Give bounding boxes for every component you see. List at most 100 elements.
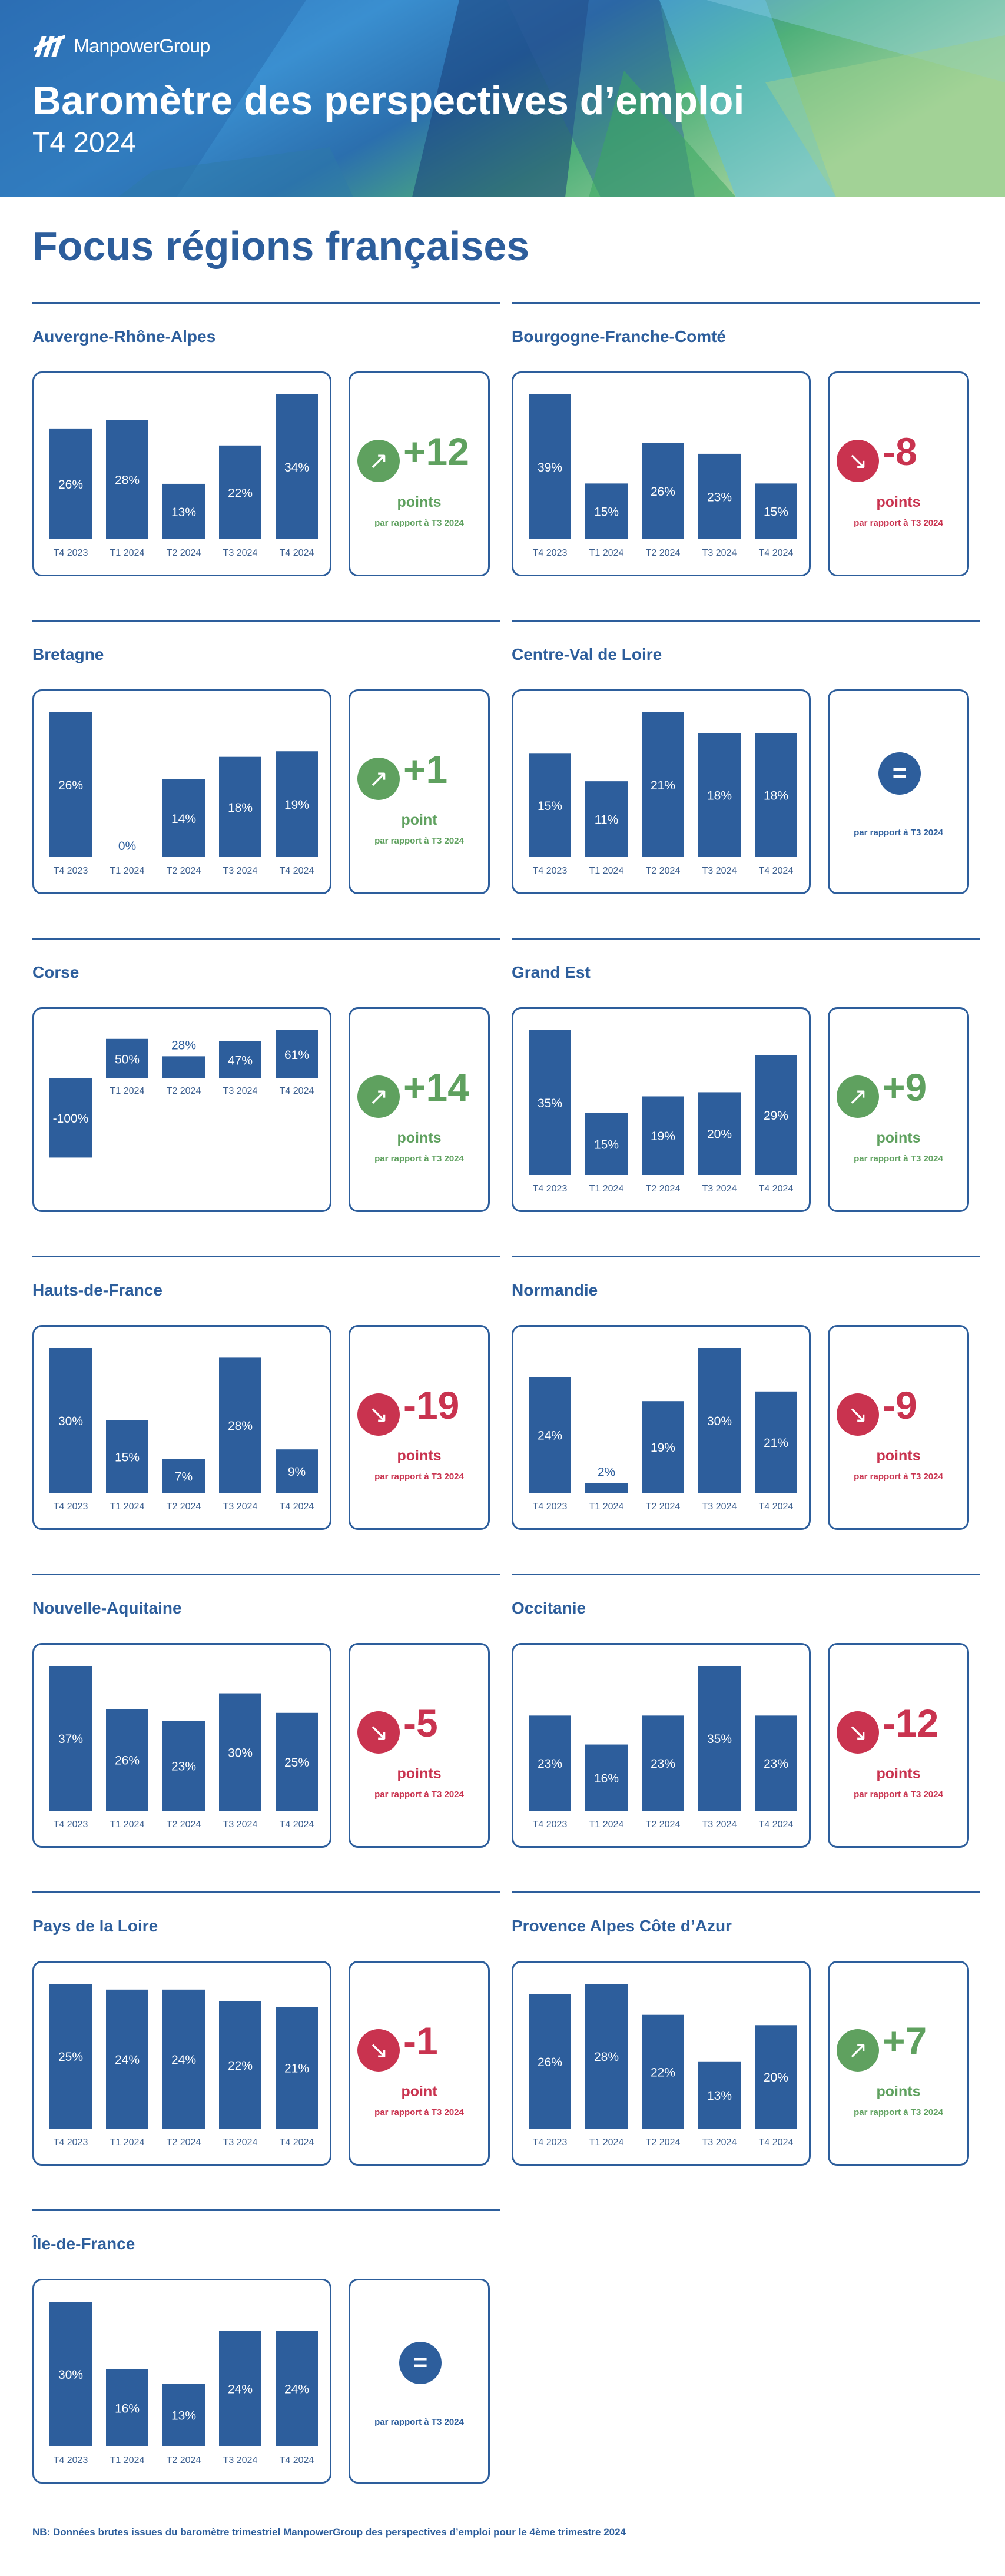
variation-reference: par rapport à T3 2024: [854, 828, 943, 838]
region-section-centre-val-de-loire: Centre-Val de Loire 15% T4 2023 11% T1 2024 2…: [512, 620, 980, 897]
bar-value-label: 30%: [58, 2368, 83, 2382]
bar-value-label: 50%: [115, 1053, 140, 1066]
bar-t3-2024: [698, 733, 741, 857]
bar-value-label: 61%: [284, 1048, 309, 1062]
category-label: T3 2024: [223, 866, 258, 876]
bar-value-label: 20%: [707, 1128, 732, 1141]
category-label: T4 2023: [533, 548, 568, 558]
bar-t1-2024: [106, 1420, 148, 1493]
header-background: [0, 0, 1005, 197]
category-label: T2 2024: [167, 2455, 201, 2465]
region-section-normandie: Normandie 24% T4 2023 2% T1 2024 19% T2 2024 30…: [512, 1256, 980, 1532]
section-divider: [512, 938, 980, 940]
category-label: T3 2024: [223, 1502, 258, 1512]
variation-reference: par rapport à T3 2024: [374, 1472, 464, 1482]
category-label: T3 2024: [223, 1086, 258, 1096]
bar-value-label: 24%: [171, 2053, 196, 2067]
bar-t4-2024: [276, 1712, 318, 1811]
bar-chart: 15% T4 2023 11% T1 2024 21% T2 2024 18% T3 2024…: [529, 712, 797, 876]
category-label: T1 2024: [589, 2137, 624, 2147]
bar-value-label: 15%: [594, 1138, 619, 1151]
category-label: T4 2023: [54, 1502, 88, 1512]
variation-value: -9: [883, 1383, 917, 1427]
bar-value-label: 35%: [707, 1732, 732, 1746]
section-divider: [32, 938, 500, 940]
variation-value: +7: [883, 2019, 927, 2063]
bar-t3-2024: [219, 2001, 261, 2129]
section-divider: [512, 1574, 980, 1575]
category-label: T4 2024: [759, 2137, 794, 2147]
bar-value-label: 39%: [538, 461, 562, 474]
bar-value-label: 15%: [115, 1451, 140, 1465]
bar-chart: 37% T4 2023 26% T1 2024 23% T2 2024 30% T3 2024…: [49, 1666, 318, 1830]
category-label: T1 2024: [589, 1502, 624, 1512]
variation-card: ↘ -8 points par rapport à T3 2024: [828, 371, 969, 576]
category-label: T4 2023: [533, 1184, 568, 1194]
region-name: Corse: [32, 963, 79, 981]
variation-reference: par rapport à T3 2024: [374, 2107, 464, 2117]
variation-card: ↘ -5 points par rapport à T3 2024: [349, 1643, 490, 1848]
category-label: T4 2023: [54, 2455, 88, 2465]
category-label: T4 2024: [280, 548, 314, 558]
bar-chart-card: 24% T4 2023 2% T1 2024 19% T2 2024 30% T3 2024 2…: [512, 1325, 811, 1530]
variation-card: ↗ +12 points par rapport à T3 2024: [349, 371, 490, 576]
bar-t4-2023: [49, 1348, 92, 1493]
region-name: Grand Est: [512, 963, 591, 981]
header-title: Baromètre des perspectives d’emploi: [32, 78, 745, 123]
bar-t1-2024: [106, 420, 148, 539]
bar-t2-2024: [642, 443, 684, 539]
category-label: T3 2024: [223, 548, 258, 558]
variation-reference: par rapport à T3 2024: [374, 1154, 464, 1164]
bar-t3-2024: [698, 1348, 741, 1493]
variation-unit: points: [397, 1130, 442, 1146]
bar-t3-2024: [219, 1357, 261, 1493]
page-title: Focus régions françaises: [32, 223, 530, 269]
bar-t2-2024: [642, 712, 684, 857]
variation-reference: par rapport à T3 2024: [854, 518, 943, 528]
bar-t4-2024: [755, 483, 797, 539]
category-label: T4 2023: [533, 866, 568, 876]
region-section-occitanie: Occitanie 23% T4 2023 16% T1 2024 23% T2 2024 3…: [512, 1574, 980, 1850]
bar-value-label: 24%: [115, 2053, 140, 2067]
category-label: T1 2024: [110, 866, 145, 876]
bar-t4-2024: [755, 733, 797, 857]
arrow-down-right-icon: ↘: [357, 1711, 400, 1754]
variation-unit: points: [876, 2083, 921, 2100]
arrow-down-right-icon: ↘: [357, 2029, 400, 2072]
bar-t1-2024: [106, 1038, 148, 1078]
bar-t3-2024: [698, 1092, 741, 1175]
bar-chart: 26% T4 2023 28% T1 2024 13% T2 2024 22% T3 2024…: [49, 394, 318, 558]
bar-t1-2024: [585, 483, 628, 539]
bar-value-label: 9%: [288, 1465, 306, 1479]
bar-value-label: 28%: [115, 474, 140, 487]
bar-value-label: 19%: [651, 1130, 675, 1143]
bar-chart-card: 23% T4 2023 16% T1 2024 23% T2 2024 35% T3 2024…: [512, 1643, 811, 1848]
section-divider: [32, 302, 500, 304]
bar-value-label: 28%: [228, 1419, 253, 1433]
variation-reference: par rapport à T3 2024: [854, 1472, 943, 1482]
header-subtitle: T4 2024: [32, 127, 137, 158]
bar-value-label: 26%: [538, 2056, 562, 2069]
section-divider: [512, 1891, 980, 1893]
variation-reference: par rapport à T3 2024: [854, 1154, 943, 1164]
bar-t3-2024: [219, 2331, 261, 2446]
variation-unit: points: [876, 494, 921, 510]
arrow-down-right-icon: ↘: [357, 1393, 400, 1436]
region-section-grand-est: Grand Est 35% T4 2023 15% T1 2024 19% T2 2024 2…: [512, 938, 980, 1214]
variation-card: ↗ +7 points par rapport à T3 2024: [828, 1961, 969, 2166]
category-label: T3 2024: [223, 1820, 258, 1830]
region-name: Bourgogne-Franche-Comté: [512, 327, 726, 346]
section-divider: [32, 1256, 500, 1257]
category-label: T2 2024: [167, 1086, 201, 1096]
bar-t4-2023: [49, 2302, 92, 2446]
bar-value-label: 15%: [764, 506, 788, 519]
variation-card: ↗ +1 point par rapport à T3 2024: [349, 689, 490, 894]
bar-value-label: 47%: [228, 1054, 253, 1067]
bar-value-label: 24%: [284, 2383, 309, 2396]
category-label: T1 2024: [589, 1820, 624, 1830]
bar-value-label: 18%: [764, 789, 788, 803]
bar-t2-2024: [162, 2384, 205, 2446]
bar-t1-2024: [585, 781, 628, 857]
